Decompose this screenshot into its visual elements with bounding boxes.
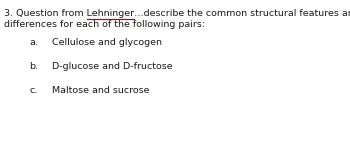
Text: D-glucose and D-fructose: D-glucose and D-fructose <box>52 62 173 71</box>
Text: differences for each of the following pairs:: differences for each of the following pa… <box>4 20 205 29</box>
Text: c.: c. <box>30 86 38 95</box>
Text: 3. Question from Lehninger…describe the common structural features and the: 3. Question from Lehninger…describe the … <box>4 9 350 18</box>
Text: Cellulose and glycogen: Cellulose and glycogen <box>52 38 162 47</box>
Text: b.: b. <box>29 62 38 71</box>
Text: a.: a. <box>29 38 38 47</box>
Text: Maltose and sucrose: Maltose and sucrose <box>52 86 149 95</box>
